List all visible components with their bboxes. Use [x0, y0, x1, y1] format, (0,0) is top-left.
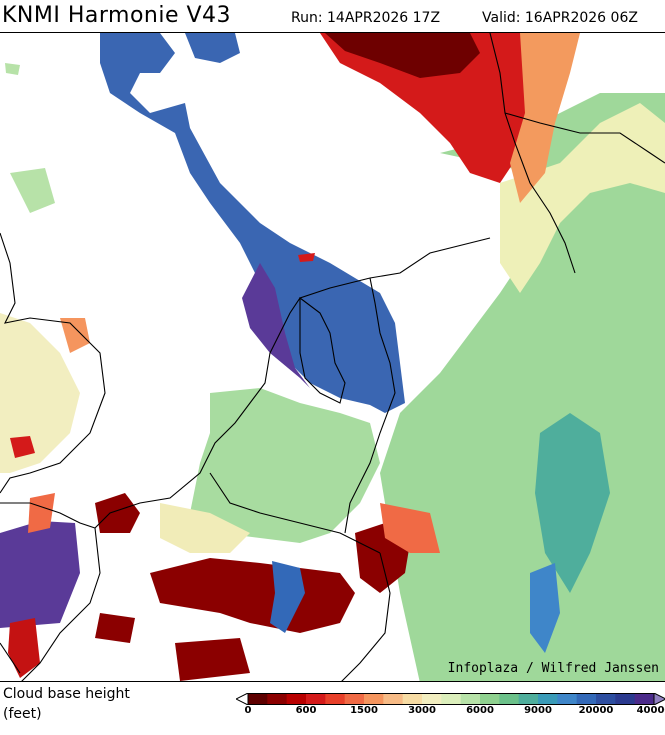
colorbar-tick-label: 1500 — [350, 705, 378, 716]
colorbar-swatch — [518, 693, 539, 705]
colorbar-swatch — [248, 693, 268, 705]
colorbar-swatch — [460, 693, 481, 705]
yellow-cloud-region-nl — [160, 503, 250, 553]
colorbar-swatch — [306, 693, 326, 705]
colorbar-tick-label: 6000 — [466, 705, 494, 716]
blue-cloud-region — [100, 33, 405, 413]
purple-cloud-region-sw — [0, 521, 80, 628]
valid-time: Valid: 16APR2026 06Z — [482, 10, 638, 26]
colorbar-swatch — [596, 693, 616, 705]
colorbar-tick-label: 600 — [295, 705, 317, 716]
purple-cloud-region — [242, 263, 310, 388]
yellow-cloud-region-east — [500, 103, 665, 293]
orange-cloud-region-south — [380, 503, 440, 553]
colorbar — [236, 693, 665, 705]
blue-cloud-patch-east — [530, 563, 560, 653]
colorbar-swatch — [576, 693, 597, 705]
colorbar-swatch — [499, 693, 520, 705]
darkred-cloud-patch-s — [95, 613, 135, 643]
colorbar-tick-label: 3000 — [408, 705, 436, 716]
green-cloud-patch-sea-2 — [5, 63, 20, 75]
colorbar-frame — [247, 693, 655, 705]
yellow-cloud-region-uk — [0, 313, 80, 473]
cloud-base-field — [0, 33, 665, 681]
forecast-map: Infoplaza / Wilfred Janssen — [0, 32, 665, 682]
colorbar-min-arrow — [236, 693, 249, 705]
orange-cloud-region-north — [510, 33, 580, 203]
colorbar-swatch — [615, 693, 636, 705]
orange-cloud-patch-uk-2 — [28, 493, 55, 533]
colorbar-swatch — [422, 693, 442, 705]
coastlines — [0, 33, 665, 681]
darkred-cloud-region-south — [150, 558, 355, 633]
colorbar-swatch — [557, 693, 578, 705]
colorbar-tick-label: 20000 — [578, 705, 614, 716]
colorbar-swatch — [480, 693, 500, 705]
colorbar-tick-label: 0 — [244, 705, 252, 716]
orange-cloud-patch-uk — [60, 318, 90, 353]
red-cloud-region-north — [320, 33, 560, 183]
colorbar-swatch — [364, 693, 384, 705]
variable-unit: (feet) — [3, 706, 42, 722]
colorbar-swatch — [538, 693, 558, 705]
colorbar-swatch — [402, 693, 423, 705]
red-cloud-patch-uk — [10, 436, 35, 458]
run-time: Run: 14APR2026 17Z — [291, 10, 441, 26]
colorbar-swatch — [441, 693, 462, 705]
green-cloud-patch-sea — [10, 168, 55, 213]
blue-cloud-region-top — [185, 33, 240, 63]
colorbar-swatch — [286, 693, 307, 705]
colorbar-swatch — [344, 693, 365, 705]
header: KNMI Harmonie V43 Run: 14APR2026 17Z Val… — [0, 0, 665, 32]
colorbar-swatch — [634, 693, 655, 705]
red-cloud-dot-sea — [298, 253, 315, 262]
colorbar-labels: 0 600 1500 3000 6000 9000 20000 40000 — [236, 705, 665, 719]
red-cloud-patch-sw — [8, 618, 40, 678]
variable-name: Cloud base height — [3, 686, 130, 702]
colorbar-swatch — [325, 693, 346, 705]
colorbar-swatch — [383, 693, 404, 705]
colorbar-max-arrow — [653, 693, 665, 705]
map-credit: Infoplaza / Wilfred Janssen — [447, 661, 659, 676]
legend-footer: Cloud base height (feet) 0 600 1500 3000 600… — [0, 682, 665, 735]
green-cloud-region-nl — [190, 388, 380, 543]
darkred-cloud-patch-s2 — [175, 638, 250, 681]
teal-cloud-region-east — [535, 413, 610, 593]
darkred-cloud-region-north — [325, 33, 480, 78]
model-title: KNMI Harmonie V43 — [2, 3, 232, 28]
colorbar-swatch — [267, 693, 288, 705]
blue-cloud-patch-south — [270, 561, 305, 633]
colorbar-tick-label: 9000 — [524, 705, 552, 716]
colorbar-tick-label: 40000 — [636, 705, 665, 716]
darkred-cloud-patch-west — [95, 493, 140, 533]
